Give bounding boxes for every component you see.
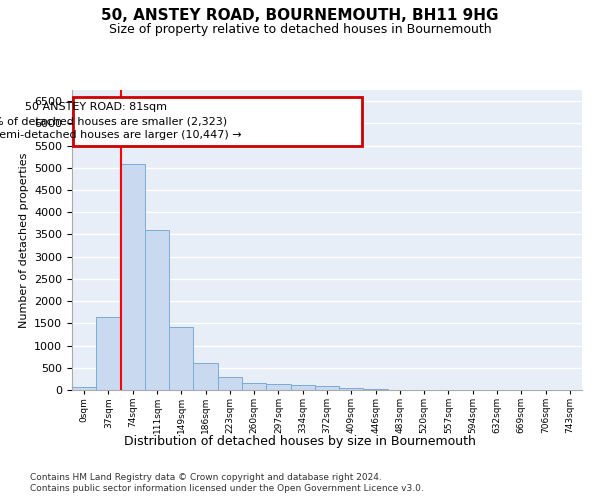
Bar	[242, 383, 266, 390]
Bar	[72, 387, 96, 390]
Text: 50, ANSTEY ROAD, BOURNEMOUTH, BH11 9HG: 50, ANSTEY ROAD, BOURNEMOUTH, BH11 9HG	[101, 8, 499, 22]
Bar	[145, 230, 169, 390]
Bar	[193, 363, 218, 390]
Bar	[266, 384, 290, 390]
Bar	[218, 376, 242, 390]
Text: Size of property relative to detached houses in Bournemouth: Size of property relative to detached ho…	[109, 22, 491, 36]
Bar	[290, 385, 315, 390]
Bar	[121, 164, 145, 390]
Text: Distribution of detached houses by size in Bournemouth: Distribution of detached houses by size …	[124, 435, 476, 448]
Text: Contains public sector information licensed under the Open Government Licence v3: Contains public sector information licen…	[30, 484, 424, 493]
Text: 50 ANSTEY ROAD: 81sqm
← 18% of detached houses are smaller (2,323)
81% of semi-d: 50 ANSTEY ROAD: 81sqm ← 18% of detached …	[0, 102, 242, 140]
Bar	[364, 388, 388, 390]
FancyBboxPatch shape	[73, 96, 362, 146]
Bar	[315, 386, 339, 390]
Bar	[96, 316, 121, 390]
Bar	[169, 327, 193, 390]
Bar	[339, 388, 364, 390]
Y-axis label: Number of detached properties: Number of detached properties	[19, 152, 29, 328]
Text: Contains HM Land Registry data © Crown copyright and database right 2024.: Contains HM Land Registry data © Crown c…	[30, 472, 382, 482]
